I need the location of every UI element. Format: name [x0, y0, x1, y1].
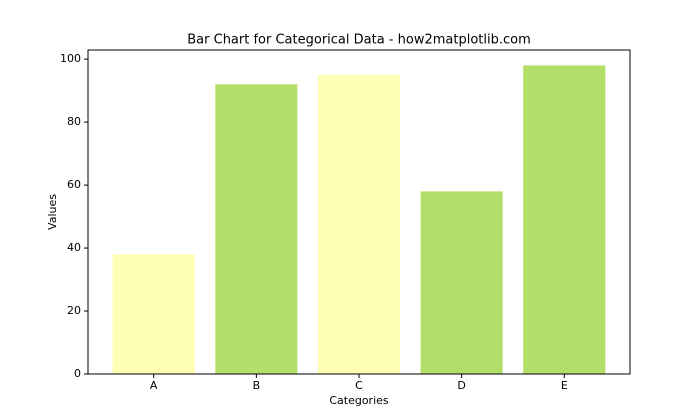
bar [215, 84, 298, 374]
y-tick-label: 80 [67, 115, 81, 128]
x-axis-label: Categories [329, 394, 389, 407]
y-axis-label: Values [46, 194, 59, 230]
x-tick-label: C [355, 379, 363, 392]
bar [420, 191, 503, 374]
y-tick-label: 60 [67, 178, 81, 191]
chart-title: Bar Chart for Categorical Data - how2mat… [187, 33, 531, 48]
y-tick-label: 40 [67, 241, 81, 254]
x-tick-label: E [561, 379, 568, 392]
y-tick-label: 0 [74, 367, 81, 380]
bar [523, 65, 606, 374]
bar [317, 74, 401, 374]
x-tick-label: A [150, 379, 158, 392]
plot-frame [87, 49, 631, 375]
bar [112, 254, 195, 374]
y-tick-label: 20 [67, 304, 81, 317]
x-tick-label: D [457, 379, 465, 392]
y-tick-label: 100 [60, 52, 81, 65]
x-tick-label: B [253, 379, 261, 392]
